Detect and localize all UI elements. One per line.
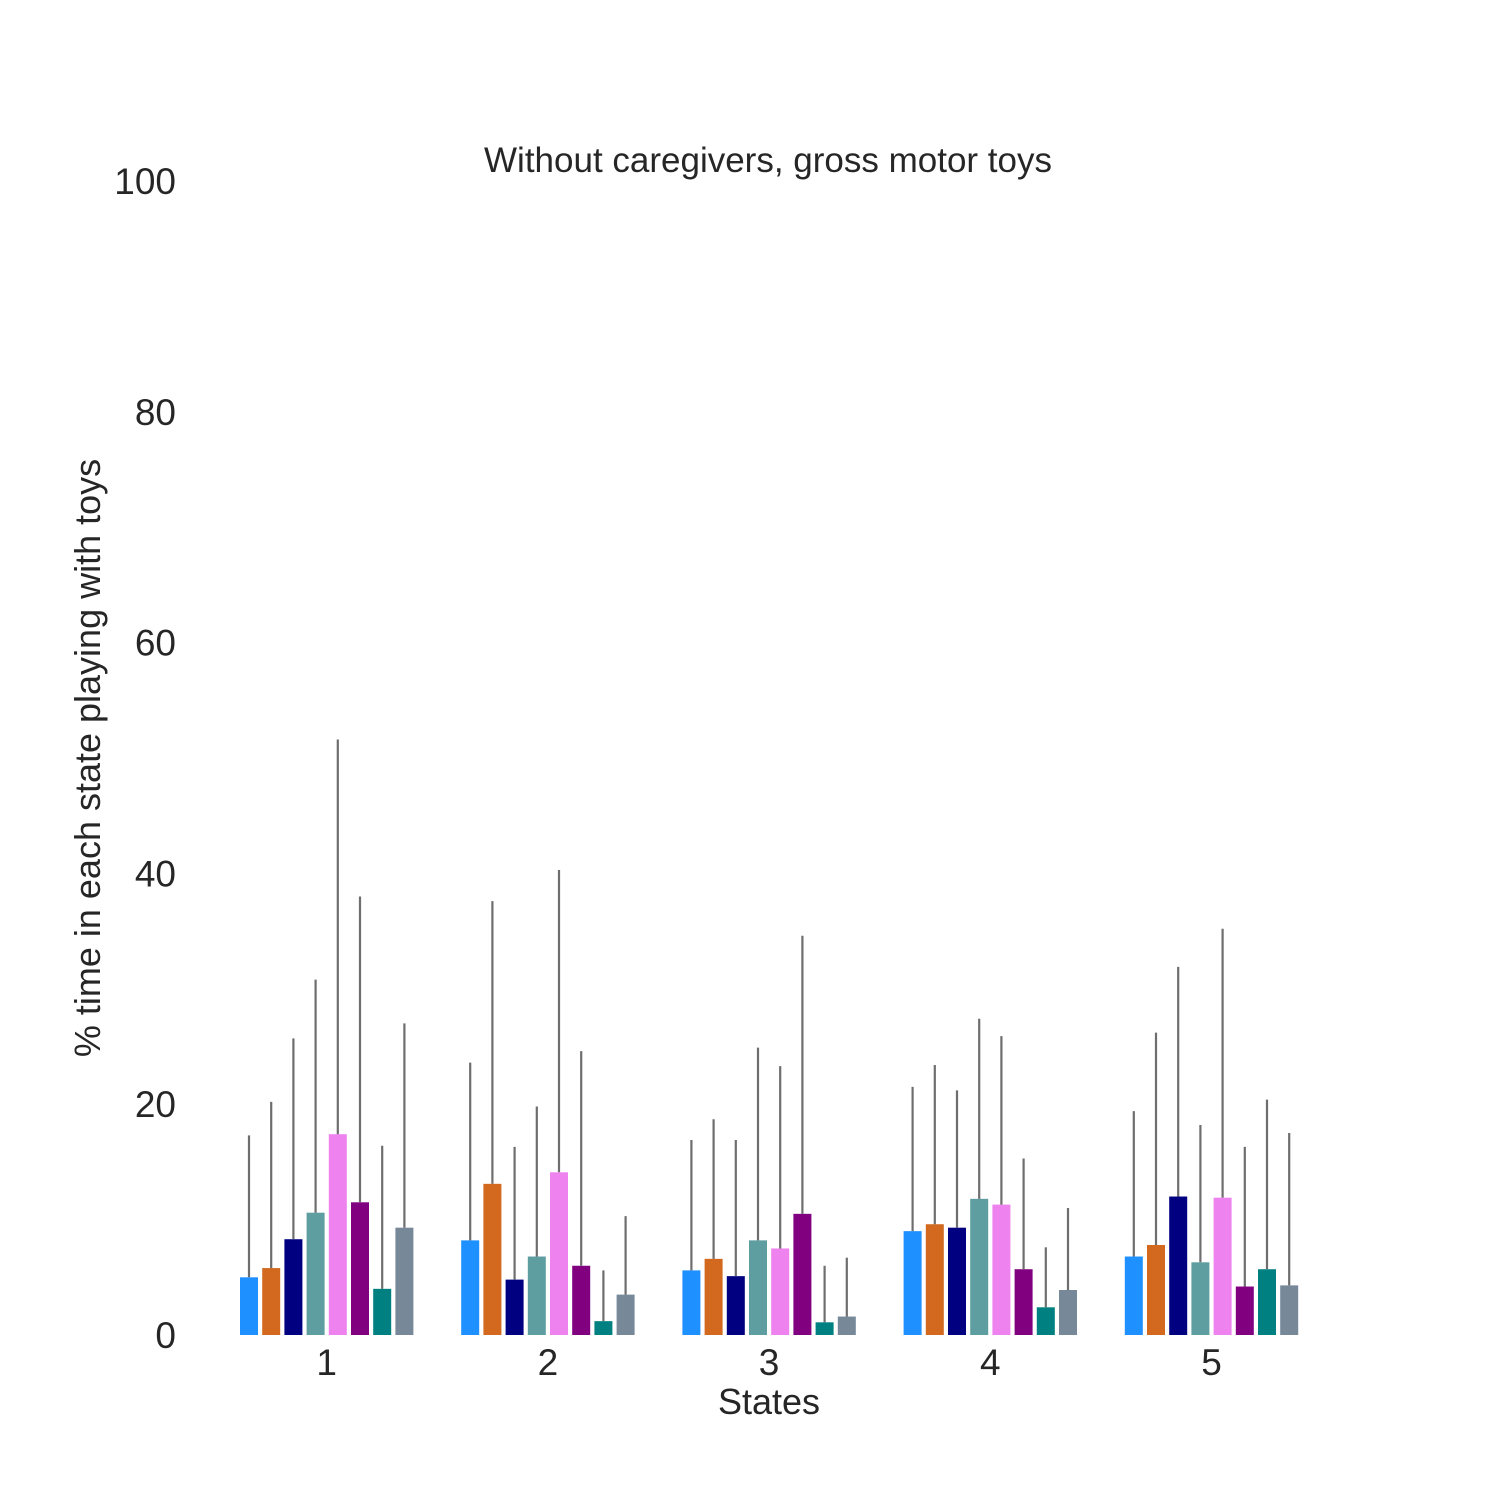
bar-state-3-series-4: [749, 1240, 767, 1335]
bar-state-1-series-1: [240, 1277, 258, 1335]
x-tick-label-2: 2: [538, 1342, 559, 1383]
bars-layer: [240, 1134, 1299, 1335]
error-bars-layer: [247, 739, 1291, 1323]
bar-state-1-series-3: [284, 1239, 303, 1335]
y-tick-label-60: 60: [135, 623, 176, 664]
x-tick-label-3: 3: [759, 1342, 780, 1383]
bar-state-2-series-3: [505, 1279, 524, 1335]
bar-state-2-series-4: [527, 1256, 546, 1335]
bar-state-3-series-2: [704, 1258, 723, 1335]
bar-state-4-series-3: [948, 1227, 966, 1335]
bar-state-4-series-4: [970, 1198, 989, 1335]
x-axis-label: States: [718, 1381, 820, 1422]
bar-state-5-series-3: [1169, 1196, 1188, 1335]
y-tick-label-0: 0: [155, 1315, 176, 1356]
bar-state-5-series-2: [1147, 1244, 1165, 1335]
bar-state-2-series-2: [483, 1183, 502, 1335]
bar-state-1-series-8: [395, 1227, 414, 1335]
y-tick-label-100: 100: [114, 161, 176, 202]
bar-state-2-series-1: [461, 1240, 480, 1335]
bar-state-1-series-6: [351, 1202, 369, 1335]
bar-state-4-series-8: [1059, 1289, 1077, 1335]
bar-state-1-series-7: [373, 1288, 392, 1335]
chart-title: Without caregivers, gross motor toys: [484, 141, 1052, 180]
x-tick-label-4: 4: [980, 1342, 1001, 1383]
bar-state-2-series-8: [616, 1294, 635, 1335]
bar-state-3-series-6: [793, 1213, 812, 1335]
bar-state-5-series-6: [1235, 1286, 1254, 1335]
bar-state-1-series-5: [328, 1134, 347, 1335]
x-tick-label-1: 1: [316, 1342, 337, 1383]
bar-state-4-series-2: [925, 1224, 944, 1335]
bar-state-3-series-8: [837, 1316, 856, 1335]
bar-state-4-series-7: [1036, 1307, 1055, 1335]
y-tick-labels: 0 20 40 60 80 100: [114, 161, 176, 1356]
bar-state-3-series-5: [771, 1248, 790, 1335]
bar-state-5-series-1: [1124, 1256, 1143, 1335]
bar-state-2-series-5: [550, 1172, 568, 1335]
bar-state-3-series-1: [682, 1270, 701, 1335]
bar-state-5-series-7: [1258, 1269, 1276, 1335]
bar-state-4-series-6: [1014, 1269, 1033, 1335]
x-tick-label-5: 5: [1201, 1342, 1222, 1383]
x-tick-labels: 1 2 3 4 5: [316, 1342, 1221, 1383]
bar-state-3-series-7: [815, 1322, 834, 1335]
bar-state-2-series-7: [594, 1321, 613, 1335]
bar-state-2-series-6: [572, 1265, 591, 1335]
bar-state-5-series-5: [1213, 1197, 1232, 1335]
bar-state-5-series-8: [1280, 1285, 1299, 1335]
bar-state-5-series-4: [1191, 1262, 1210, 1335]
bar-state-4-series-5: [992, 1204, 1011, 1335]
bar-state-3-series-3: [726, 1276, 745, 1335]
bar-state-4-series-1: [903, 1231, 922, 1335]
bar-state-1-series-4: [306, 1212, 325, 1335]
bar-state-1-series-2: [262, 1268, 281, 1335]
y-tick-label-80: 80: [135, 392, 176, 433]
y-axis-label: % time in each state playing with toys: [67, 459, 108, 1057]
y-tick-label-20: 20: [135, 1084, 176, 1125]
y-tick-label-40: 40: [135, 853, 176, 894]
